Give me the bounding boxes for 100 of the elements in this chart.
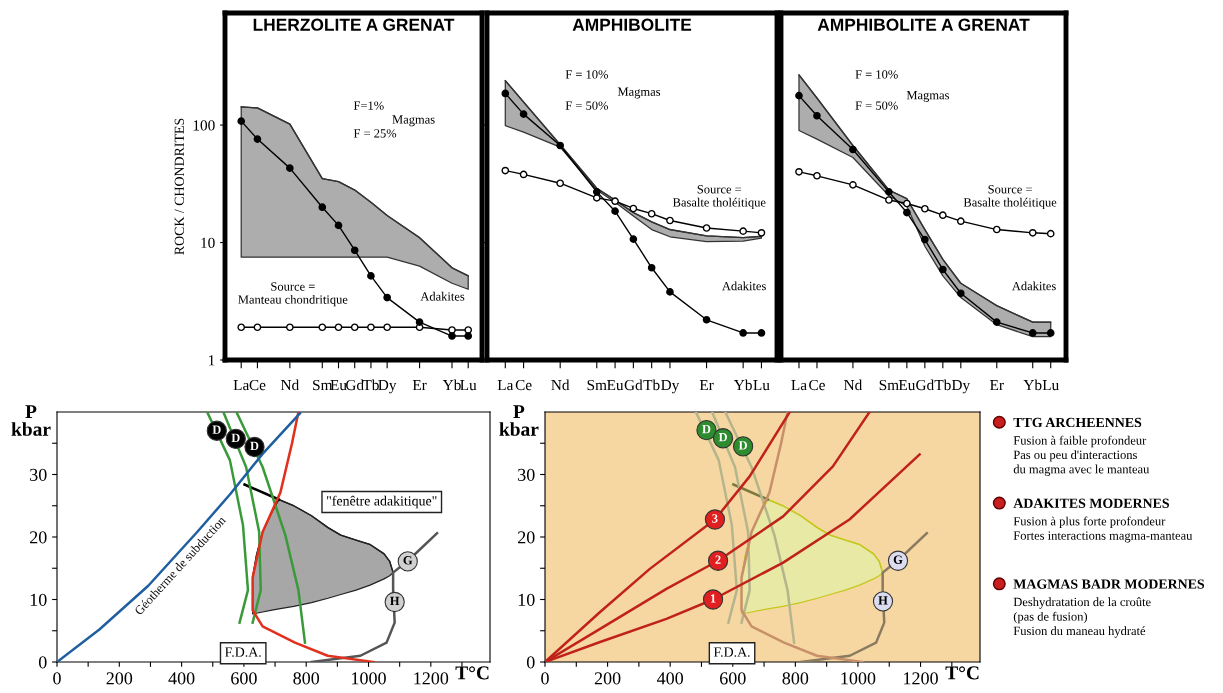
annotation: "fenêtre adakitique" xyxy=(327,495,437,509)
x-tick-label: 1200 xyxy=(904,672,938,685)
data-label: H xyxy=(390,596,400,606)
y-tick-label: 30 xyxy=(518,468,535,481)
x-tick-label: Sm xyxy=(587,379,607,391)
data-label: H xyxy=(878,596,888,605)
x-tick-label: Sm xyxy=(879,379,899,391)
x-tick-label: Yb xyxy=(733,379,752,391)
x-tick-label: Er xyxy=(412,380,427,391)
y-tick-label: 0 xyxy=(526,656,535,669)
text: MAGMAS BADR MODERNES Deshydratation de la croûte (pas de fusion) Fusion du maneau hydraté xyxy=(1013,579,1205,638)
x-tick-label: 1200 xyxy=(414,672,449,685)
x-tick-label: Ce xyxy=(515,379,532,391)
y-tick-label: 0 xyxy=(38,656,47,669)
annotation: F = 50% xyxy=(855,101,898,110)
chart-title: AMPHIBOLITE A GRENAT xyxy=(817,18,1030,31)
x-tick-label: 800 xyxy=(782,672,809,685)
y-tick-label: 1 xyxy=(208,355,215,366)
x-tick-label: Er xyxy=(699,380,714,391)
x-tick-label: Gd xyxy=(916,379,934,391)
x-tick-label: 1000 xyxy=(352,672,386,685)
data-label: G xyxy=(403,556,413,565)
x-tick-label: Dy xyxy=(378,380,397,394)
annotation: Magmas xyxy=(906,91,949,102)
x-tick-label: Nd xyxy=(551,379,570,391)
annotation: F = 25% xyxy=(353,129,397,138)
series-label: 1 xyxy=(710,594,716,603)
x-tick-label: Gd xyxy=(346,379,364,391)
x-tick-label: Ce xyxy=(809,379,825,391)
annotation: Adakites xyxy=(722,281,766,291)
annotation: Magmas xyxy=(617,87,661,99)
x-tick-label: Dy xyxy=(661,380,680,394)
x-tick-label: Nd xyxy=(280,379,300,391)
y-tick-label: 10 xyxy=(518,593,535,606)
annotation: F = 50% xyxy=(565,101,609,110)
y-axis-title: ROCK / CHONDRITES xyxy=(174,118,184,255)
x-tick-label: Tb xyxy=(934,379,951,391)
chart-title: AMPHIBOLITE xyxy=(572,18,692,31)
x-tick-label: Dy xyxy=(951,380,971,394)
y-tick-label: 100 xyxy=(193,120,215,131)
y-tick-label: 10 xyxy=(30,593,47,606)
x-tick-label: Lu xyxy=(1042,380,1059,391)
data-label: D xyxy=(231,433,240,442)
x-tick-label: 1000 xyxy=(841,672,876,685)
x-tick-label: 400 xyxy=(656,672,684,685)
y-tick-label: 10 xyxy=(201,237,215,248)
data-label: D xyxy=(250,441,259,451)
x-tick-label: Ce xyxy=(249,379,266,391)
data-label: D xyxy=(738,441,747,450)
x-tick-label: 600 xyxy=(720,672,746,685)
x-tick-label: Eu xyxy=(607,380,624,391)
chart-title: LHERZOLITE A GRENAT xyxy=(253,18,455,31)
x-tick-label: Nd xyxy=(844,379,863,391)
text: ADAKITES MODERNES Fusion à plus forte profondeur Fortes interactions magma-manteau xyxy=(1013,498,1193,543)
x-tick-label: La xyxy=(497,380,514,391)
data-label: D xyxy=(212,425,221,434)
annotation: F = 10% xyxy=(855,70,898,79)
annotation: Source = Basalte tholéitique xyxy=(672,185,766,210)
x-tick-label: La xyxy=(233,380,250,391)
x-tick-label: Eu xyxy=(898,380,916,391)
series-label: 3 xyxy=(712,514,718,523)
x-tick-label: 0 xyxy=(541,672,549,685)
x-tick-label: Yb xyxy=(1023,379,1042,391)
annotation: Source = Manteau chondritique xyxy=(238,282,348,307)
x-tick-label: Er xyxy=(990,380,1004,391)
x-tick-label: Tb xyxy=(643,379,660,391)
x-tick-label: Yb xyxy=(442,379,461,391)
x-tick-label: Sm xyxy=(313,379,333,391)
x-axis-title: T°C xyxy=(945,666,979,680)
data-label: G xyxy=(893,555,903,564)
y-axis-title: P kbar xyxy=(499,405,539,436)
text: TTG ARCHEENNES Fusion à faible profondeur Pas ou peu d'interactions du magma avec le manteau xyxy=(1013,417,1150,476)
x-tick-label: 200 xyxy=(106,672,133,685)
annotation: F = 10% xyxy=(565,70,609,79)
x-tick-label: Lu xyxy=(753,380,770,391)
x-tick-label: 800 xyxy=(293,672,320,685)
annotation: F.D.A. xyxy=(713,647,750,657)
annotation: Adakites xyxy=(420,291,465,301)
x-tick-label: Gd xyxy=(624,379,643,391)
y-tick-label: 30 xyxy=(30,468,47,481)
y-tick-label: 20 xyxy=(30,531,47,544)
x-tick-label: 200 xyxy=(594,672,621,685)
x-tick-label: Tb xyxy=(362,379,379,391)
annotation: F.D.A. xyxy=(225,647,261,657)
series-label: 2 xyxy=(715,555,721,564)
annotation: Source = Basalte tholéitique xyxy=(963,185,1057,210)
y-axis-title: P kbar xyxy=(11,405,51,436)
annotation: Adakites xyxy=(1011,281,1056,291)
x-tick-label: 0 xyxy=(53,672,61,685)
x-tick-label: 600 xyxy=(231,672,257,685)
x-tick-label: Lu xyxy=(460,380,477,391)
annotation: F=1% xyxy=(353,101,384,110)
x-tick-label: 400 xyxy=(168,672,195,685)
x-tick-label: Eu xyxy=(330,380,347,391)
data-label: D xyxy=(718,433,727,442)
y-tick-label: 20 xyxy=(518,531,535,544)
x-axis-title: T°C xyxy=(455,666,489,680)
x-tick-label: La xyxy=(791,380,807,391)
data-label: D xyxy=(702,424,711,434)
annotation: Magmas xyxy=(392,115,435,127)
